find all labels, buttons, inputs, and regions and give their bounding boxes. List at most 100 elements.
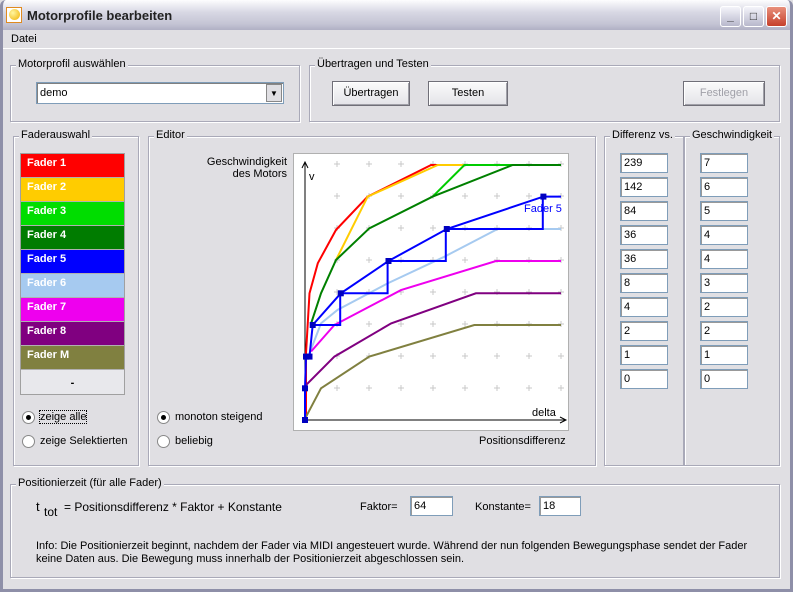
series-fader-5-handle [302,385,308,392]
fader-item[interactable]: Fader 2 [21,178,124,202]
minimize-button[interactable]: _ [720,6,741,27]
x-axis-title: Positionsdifferenz [479,435,566,447]
grid-cross [398,385,404,391]
grid-cross [462,257,468,263]
grid-cross [462,193,468,199]
profile-group-label: Motorprofil auswählen [16,58,128,70]
grid-cross [398,225,404,231]
maximize-button[interactable]: □ [743,6,764,27]
series-fader-7-line [310,260,561,353]
fader-item[interactable]: Fader 8 [21,322,124,346]
formula-tot: tot [44,505,58,519]
profile-group: Motorprofil auswählen [10,58,300,122]
grid-cross [494,385,500,391]
profile-chart[interactable]: v delta Fader 5 [293,153,569,431]
menu-bar: Datei [3,30,790,49]
series-fader-4-line [310,164,561,324]
grid-cross [398,161,404,167]
speed-input[interactable]: 4 [700,249,748,269]
speed-input[interactable]: 6 [700,177,748,197]
diff-header: Differenz vs. [610,129,675,141]
diff-input[interactable]: 4 [620,297,668,317]
grid-cross [366,321,372,327]
speed-input[interactable]: 5 [700,201,748,221]
series-fader-5-handle [385,258,392,264]
chevron-down-icon[interactable]: ▼ [266,84,282,102]
diff-input[interactable]: 36 [620,225,668,245]
editor-group-label: Editor [154,129,187,141]
speed-input[interactable]: 4 [700,225,748,245]
diff-input[interactable]: 2 [620,321,668,341]
window-title: Motorprofile bearbeiten [27,8,173,23]
profile-select[interactable]: demo ▼ [36,82,284,104]
factor-input[interactable]: 64 [410,496,453,516]
series-fader-5-handle [303,353,309,360]
factor-label: Faktor= [360,501,398,513]
series-fader-5-handle [540,193,547,200]
speed-input[interactable]: 7 [700,153,748,173]
editor-group: Editor [148,129,596,466]
series-fader-5-handle [302,417,308,423]
arbitrary-radio[interactable]: beliebig [157,435,213,448]
series-fader-5-line [304,195,561,420]
speed-input[interactable]: 0 [700,369,748,389]
grid-cross [494,353,500,359]
diff-input[interactable]: 142 [620,177,668,197]
diff-input[interactable]: 36 [620,249,668,269]
speed-header: Geschwindigkeit [690,129,775,141]
grid-cross [430,321,436,327]
fader-item[interactable]: Fader 3 [21,202,124,226]
monotone-radio[interactable]: monoton steigend [157,411,262,424]
menu-datei[interactable]: Datei [11,33,37,45]
fader-item[interactable]: Fader 1 [21,154,124,178]
speed-input[interactable]: 1 [700,345,748,365]
diff-input[interactable]: 8 [620,273,668,293]
title-bar[interactable]: Motorprofile bearbeiten _ □ ✕ [0,0,793,30]
diff-input[interactable]: 84 [620,201,668,221]
series-fader-5-handle [309,322,316,328]
info-line-1: Info: Die Positionierzeit beginnt, nachd… [36,540,748,552]
speed-input[interactable]: 2 [700,297,748,317]
constant-input[interactable]: 18 [539,496,581,516]
fader-item[interactable]: Fader 6 [21,274,124,298]
grid-cross [366,257,372,263]
fader-item[interactable]: Fader M [21,346,124,370]
grid-cross [430,289,436,295]
grid-cross [558,385,564,391]
close-button[interactable]: ✕ [766,6,787,27]
diff-input[interactable]: 1 [620,345,668,365]
grid-cross [526,385,532,391]
series-fader-1-line [305,164,438,420]
speed-input[interactable]: 2 [700,321,748,341]
transfer-button[interactable]: Übertragen [332,81,410,106]
chart-canvas[interactable]: v delta Fader 5 [294,154,568,430]
diff-input[interactable]: 239 [620,153,668,173]
diff-input[interactable]: 0 [620,369,668,389]
grid-cross [398,353,404,359]
transfer-group: Übertragen und Testen [309,58,780,122]
show-selected-radio[interactable]: zeige Selektierten [22,435,127,448]
fader-item-empty[interactable]: - [21,370,124,394]
grid-cross [494,193,500,199]
show-all-radio[interactable]: zeige alle [22,410,88,424]
fader-item[interactable]: Fader 4 [21,226,124,250]
fader-group: Faderauswahl [13,129,139,466]
grid-cross [558,353,564,359]
grid-cross [462,353,468,359]
fader-5-annotation: Fader 5 [524,203,562,215]
series-fader-5-handle [306,353,313,360]
timing-group: Positionierzeit (für alle Fader) [10,477,780,578]
grid-cross [334,161,340,167]
test-button[interactable]: Testen [428,81,508,106]
fader-item[interactable]: Fader 7 [21,298,124,322]
series-fader-m-line [305,324,561,418]
grid-cross [430,385,436,391]
formula-t: t [36,499,40,514]
show-all-label: zeige alle [38,410,88,424]
speed-input[interactable]: 3 [700,273,748,293]
x-axis [303,416,568,424]
commit-button: Festlegen [683,81,765,106]
grid-cross [398,193,404,199]
fader-item[interactable]: Fader 5 [21,250,124,274]
